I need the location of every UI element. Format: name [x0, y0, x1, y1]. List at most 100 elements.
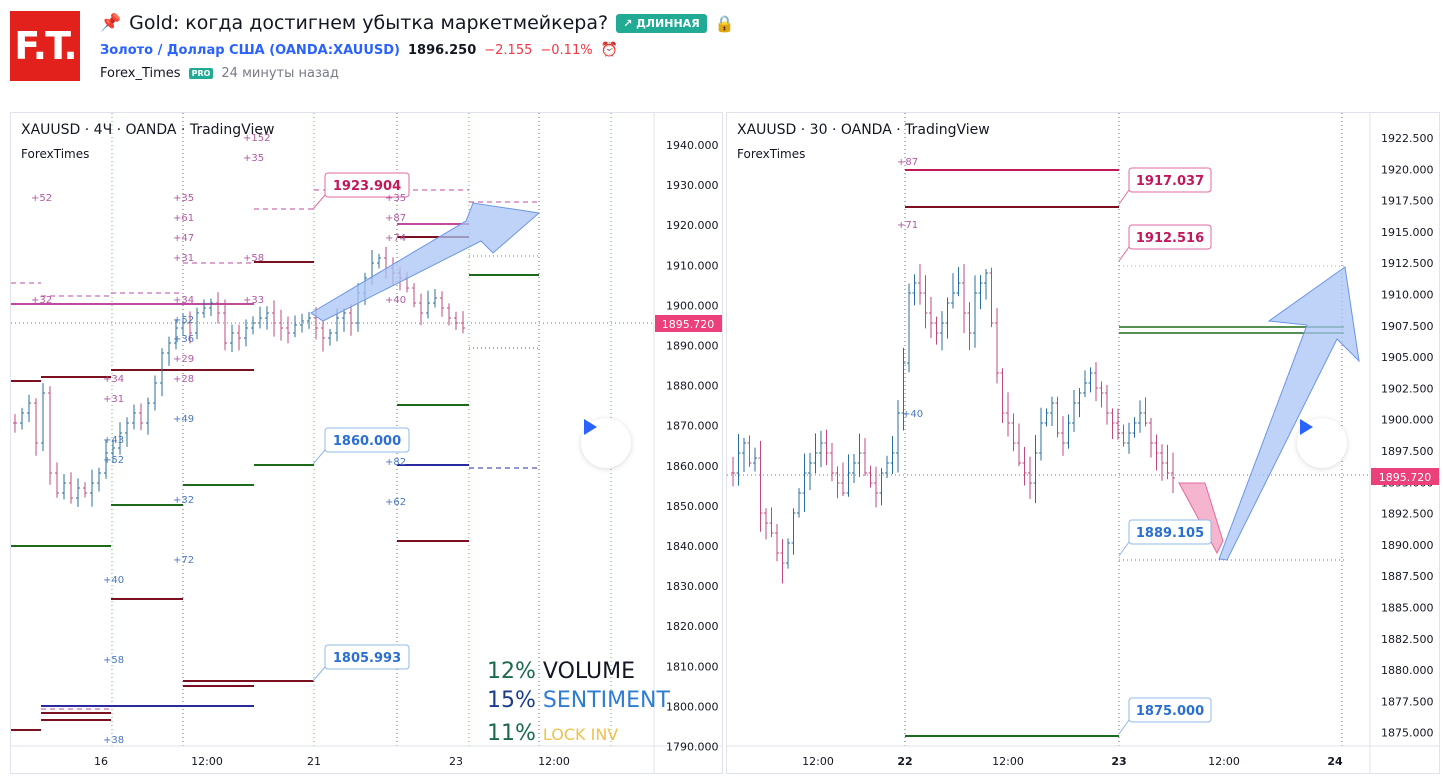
level-annotation: +47	[173, 233, 194, 244]
trend-arrow	[1218, 266, 1360, 561]
pro-badge: PRO	[188, 68, 214, 79]
callout-box	[324, 427, 410, 453]
callout-box	[324, 172, 410, 198]
price-tick-label: 1887.500	[1381, 570, 1434, 583]
level-annotation: +35	[385, 193, 406, 204]
level-annotation: +36	[173, 334, 194, 345]
right-chart-svg[interactable]: 1922.500 1920.000 1917.500 1915.000 1912.500…	[727, 113, 1439, 773]
left-play-button[interactable]	[581, 418, 631, 468]
forextimes-logo[interactable]: F.T.	[10, 11, 80, 81]
level-annotation: +71	[897, 220, 918, 231]
time-tick-label: 23	[449, 755, 463, 768]
current-price-text: 1895.720	[1379, 471, 1432, 484]
stat-volume-label: VOLUME	[542, 659, 636, 684]
left-chart-svg[interactable]: 1940.000 1930.000 1920.000 1910.000 1900.000…	[11, 113, 722, 773]
price-tick-label: 1882.500	[1381, 633, 1434, 646]
callout-box	[324, 644, 410, 670]
callout-box	[1128, 167, 1212, 193]
level-annotation: +28	[173, 374, 194, 385]
level-annotation: +43	[103, 435, 124, 446]
right-play-button[interactable]	[1297, 418, 1347, 468]
callout-pointer	[312, 449, 326, 465]
callout-value: 1860.000	[333, 434, 401, 449]
price-tick-label: 1880.000	[666, 380, 719, 393]
right-chart-sublabel: ForexTimes	[737, 147, 806, 161]
left-chart-label: XAUUSD · 4Ч · OANDA · TradingView	[21, 122, 275, 138]
callout-box	[1128, 224, 1212, 250]
stats-block: 12% VOLUME 15% SENTIMENT 11% LOCK INV	[487, 657, 670, 749]
current-price-tag	[1371, 468, 1439, 485]
time-tick-label: 12:00	[538, 755, 570, 768]
publish-time: 24 минуты назад	[221, 66, 339, 81]
level-annotation: +29	[173, 354, 194, 365]
level-annotation: +49	[173, 414, 194, 425]
stat-sentiment-pct: 15%	[487, 688, 536, 713]
level-annotation: +87	[385, 213, 406, 224]
level-annotation: +58	[243, 253, 264, 264]
callout-box	[1128, 519, 1212, 545]
level-annotation: +62	[385, 497, 406, 508]
price-tick-label: 1890.000	[666, 340, 719, 353]
level-annotation: +35	[243, 153, 264, 164]
time-tick-label: 12:00	[191, 755, 223, 768]
symbol-link[interactable]: Золото / Доллар США (OANDA:XAUUSD)	[100, 42, 400, 58]
price-tick-label: 1877.500	[1381, 695, 1434, 708]
price-tick-label: 1902.500	[1381, 382, 1434, 395]
price-tick-label: 1860.000	[666, 460, 719, 473]
time-tick-label: 12:00	[992, 755, 1024, 768]
level-annotation: +33	[243, 295, 264, 306]
price-tick-label: 1905.000	[1381, 351, 1434, 364]
level-annotation: +87	[897, 157, 918, 168]
price-tick-label: 1900.000	[1381, 414, 1434, 427]
idea-title: Gold: когда достигнем убытка маркетмейке…	[129, 12, 609, 34]
price-tick-label: 1870.000	[666, 420, 719, 433]
right-chart-label: XAUUSD · 30 · OANDA · TradingView	[737, 122, 990, 138]
price-tick-label: 1810.000	[666, 660, 719, 673]
price-tick-label: 1830.000	[666, 580, 719, 593]
current-price-tag	[655, 315, 722, 332]
price-tick-label: 1940.000	[666, 139, 719, 152]
price-tick-label: 1897.500	[1381, 445, 1434, 458]
price-tick-label: 1900.000	[666, 299, 719, 312]
price-tick-label: 1907.500	[1381, 320, 1434, 333]
time-tick-label: 23	[1111, 755, 1126, 768]
price-tick-label: 1920.000	[1381, 163, 1434, 176]
price-tick-label: 1790.000	[666, 741, 719, 754]
callout-pointer	[312, 194, 326, 210]
stat-sentiment-label: SENTIMENT	[542, 688, 670, 713]
alarm-clock-icon[interactable]: ⏰	[600, 42, 619, 58]
trend-arrow	[310, 202, 541, 322]
price-tick-label: 1922.500	[1381, 132, 1434, 145]
price-change: −2.155	[484, 42, 533, 58]
price-tick-label: 1915.000	[1381, 226, 1434, 239]
price-tick-label: 1917.500	[1381, 195, 1434, 208]
level-annotation: +52	[31, 193, 52, 204]
callout-value: 1912.516	[1136, 231, 1204, 246]
author-link[interactable]: Forex_Times	[100, 66, 181, 81]
price-tick-label: 1890.000	[1381, 539, 1434, 552]
level-annotation: +52	[173, 315, 194, 326]
callout-pointer	[1118, 246, 1130, 262]
price-tick-label: 1875.000	[1381, 727, 1434, 740]
level-annotation: +40	[902, 409, 923, 420]
lock-icon: 🔒	[714, 13, 735, 33]
level-annotation: +61	[173, 213, 194, 224]
callout-box	[1128, 697, 1212, 723]
callout-pointer	[1118, 719, 1130, 735]
level-annotation: +72	[173, 555, 194, 566]
level-annotation: +34	[103, 374, 124, 385]
time-tick-label: 24	[1327, 755, 1343, 768]
callout-value: 1805.993	[333, 651, 401, 666]
level-annotation: +58	[103, 655, 124, 666]
level-annotation: +40	[103, 575, 124, 586]
level-annotation: +35	[173, 193, 194, 204]
level-annotation: +34	[173, 295, 194, 306]
level-annotation: +32	[173, 495, 194, 506]
callout-value: 1917.037	[1136, 174, 1204, 189]
callout-value: 1889.105	[1136, 526, 1204, 541]
right-chart-panel[interactable]: 1922.500 1920.000 1917.500 1915.000 1912.500…	[726, 112, 1440, 774]
left-chart-panel[interactable]: 1940.000 1930.000 1920.000 1910.000 1900.000…	[10, 112, 723, 774]
left-chart-sublabel: ForexTimes	[21, 147, 90, 161]
price-tick-label: 1800.000	[666, 700, 719, 713]
level-annotation: +32	[31, 295, 52, 306]
